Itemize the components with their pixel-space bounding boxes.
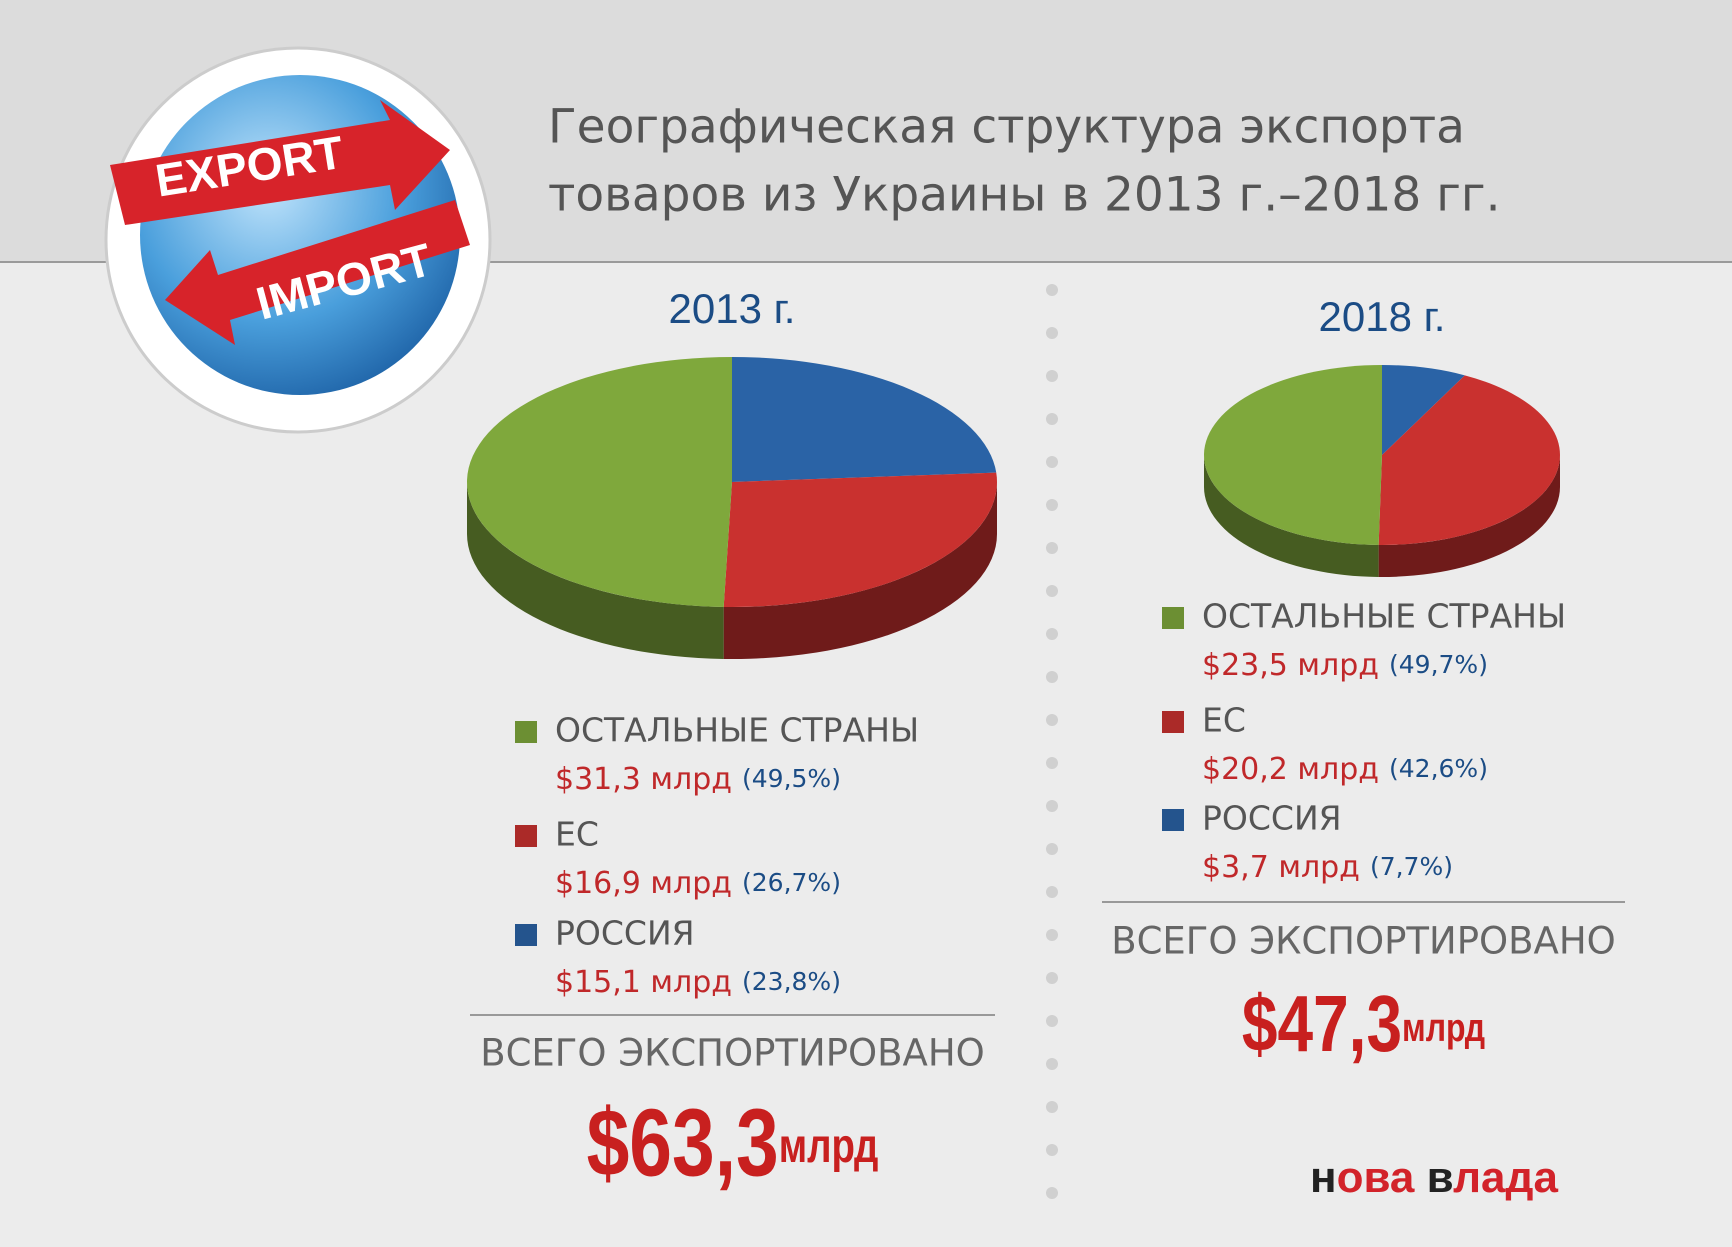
logo: EXPORT IMPORT <box>104 46 492 434</box>
value-label: (23,8%) <box>742 967 841 996</box>
title-line: Географическая структура экспорта <box>548 100 1465 155</box>
legend-label: ЕС <box>555 815 599 854</box>
divider-dot <box>1046 1015 1058 1027</box>
divider-dot <box>1046 499 1058 511</box>
slice-side <box>1204 455 1379 577</box>
title-line: товаров из Украины в 2013 г.–2018 гг. <box>548 168 1501 223</box>
legend-label: ОСТАЛЬНЫЕ СТРАНЫ <box>555 711 919 750</box>
legend-label: РОССИЯ <box>1202 799 1342 838</box>
divider-dot <box>1046 886 1058 898</box>
amount-label: $23,5 млрд <box>1202 648 1379 683</box>
total-caption: ВСЕГО ЭКСПОРТИРОВАНО <box>1111 920 1616 963</box>
legend-label: ЕС <box>1202 701 1246 740</box>
divider-dot <box>1046 972 1058 984</box>
divider-dot <box>1046 929 1058 941</box>
slice <box>1378 375 1560 545</box>
value-label: (26,7%) <box>742 868 841 897</box>
value-label: (49,5%) <box>742 764 841 793</box>
total: $63,3млрд <box>587 1089 879 1196</box>
divider-dot <box>1046 714 1058 726</box>
divider <box>1046 284 1058 1199</box>
legend-value: $3,7 млрд (7,7%) <box>1202 850 1453 885</box>
divider-dot <box>1046 284 1058 296</box>
total-caption: ВСЕГО ЭКСПОРТИРОВАНО <box>480 1032 985 1075</box>
amount-label: $31,3 млрд <box>555 762 732 797</box>
slice-side <box>1378 455 1560 577</box>
legend-value: $20,2 млрд (42,6%) <box>1202 752 1488 787</box>
legend-swatch <box>1162 809 1184 831</box>
slice <box>723 472 998 607</box>
divider-dot <box>1046 1187 1058 1199</box>
brand-part: н <box>1310 1153 1337 1202</box>
legend-value: $31,3 млрд (49,5%) <box>555 762 841 797</box>
divider-dot <box>1046 671 1058 683</box>
divider-dot <box>1046 542 1058 554</box>
divider-dot <box>1046 370 1058 382</box>
slice-side <box>467 482 724 659</box>
legend-value: $16,9 млрд (26,7%) <box>555 866 841 901</box>
amount-label: $15,1 млрд <box>555 965 732 1000</box>
divider-dot <box>1046 800 1058 812</box>
brand-part: ова <box>1337 1153 1427 1202</box>
legend-swatch <box>1162 607 1184 629</box>
legend-swatch <box>515 924 537 946</box>
slice <box>467 357 732 607</box>
value-label: (42,6%) <box>1389 754 1488 783</box>
divider-dot <box>1046 456 1058 468</box>
legend-value: $23,5 млрд (49,7%) <box>1202 648 1488 683</box>
divider-dot <box>1046 327 1058 339</box>
legend-label: ОСТАЛЬНЫЕ СТРАНЫ <box>1202 597 1566 636</box>
brand-part: лада <box>1453 1153 1558 1202</box>
divider-dot <box>1046 757 1058 769</box>
value-label: (7,7%) <box>1370 852 1453 881</box>
chart-title: 2013 г. <box>669 285 796 332</box>
slice <box>732 357 997 482</box>
value-label: (49,7%) <box>1389 650 1488 679</box>
total-value: $63,3 <box>587 1089 779 1196</box>
amount-label: $3,7 млрд <box>1202 850 1360 885</box>
legend-label: РОССИЯ <box>555 914 695 953</box>
legend-value: $15,1 млрд (23,8%) <box>555 965 841 1000</box>
divider-dot <box>1046 1101 1058 1113</box>
divider-dot <box>1046 585 1058 597</box>
export-arrow <box>110 100 450 225</box>
divider-dot <box>1046 1058 1058 1070</box>
total-unit: млрд <box>779 1121 879 1174</box>
slice <box>1382 365 1465 455</box>
total: $47,3млрд <box>1242 979 1485 1068</box>
brand: нова влада <box>1310 1153 1558 1202</box>
divider-dot <box>1046 843 1058 855</box>
legend-swatch <box>515 825 537 847</box>
legend-swatch <box>1162 711 1184 733</box>
divider-dot <box>1046 1144 1058 1156</box>
divider-dot <box>1046 413 1058 425</box>
chart-title: 2018 г. <box>1319 293 1446 340</box>
slice <box>1204 365 1382 545</box>
import-arrow <box>165 200 470 345</box>
amount-label: $20,2 млрд <box>1202 752 1379 787</box>
brand-part: в <box>1427 1153 1453 1202</box>
divider-dot <box>1046 628 1058 640</box>
total-value: $47,3 <box>1242 979 1402 1068</box>
amount-label: $16,9 млрд <box>555 866 732 901</box>
legend-swatch <box>515 721 537 743</box>
slice-side <box>723 482 997 659</box>
total-unit: млрд <box>1402 1004 1485 1049</box>
